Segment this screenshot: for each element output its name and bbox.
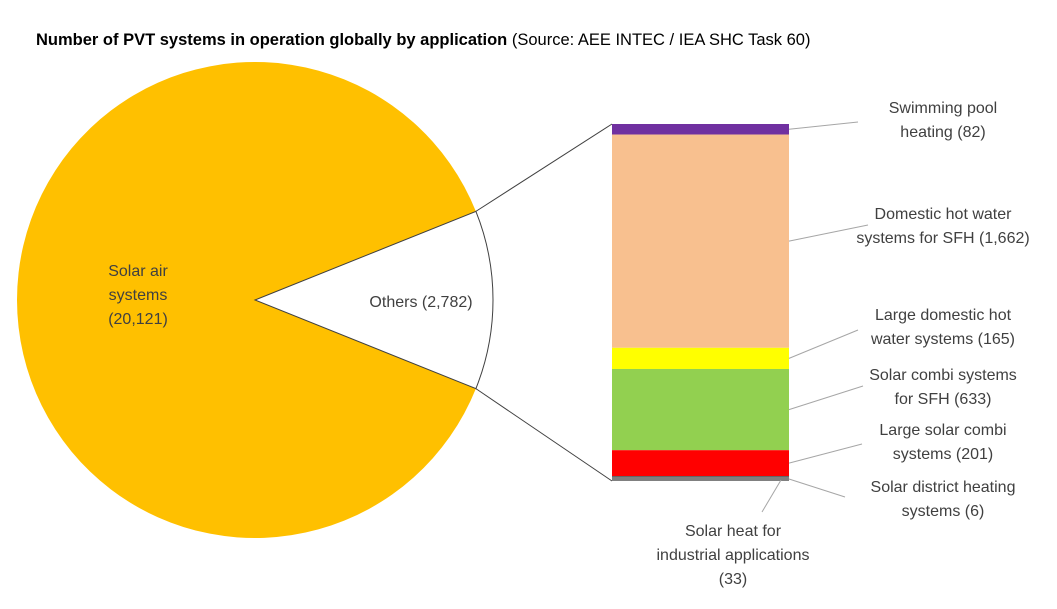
chart-title: Number of PVT systems in operation globa… <box>36 31 810 50</box>
bar-segment-domestic-hot-water-systems-for-sfh <box>612 134 789 348</box>
pie-slice-solar-air-systems <box>17 62 476 538</box>
leader-line-solar-district-heating-systems <box>788 478 846 498</box>
bar-segment-solar-heat-for-industrial-applications <box>612 476 789 481</box>
pie-label-solar-air-systems: Solar air systems (20,121) <box>108 263 168 328</box>
bar-segment-large-solar-combi-systems <box>612 450 789 476</box>
leader-line-swimming-pool-heating <box>788 121 859 130</box>
bar-segment-swimming-pool-heating <box>612 124 789 135</box>
pie-slice-others <box>253 210 494 390</box>
leader-line-domestic-hot-water-systems-for-sfh <box>788 224 869 242</box>
chart-title-source: (Source: AEE INTEC / IEA SHC Task 60) <box>511 31 811 49</box>
leader-line-large-domestic-hot-water-systems <box>788 329 859 359</box>
bar-label-solar-combi-systems-for-sfh: Solar combi systems for SFH (633) <box>869 367 1017 408</box>
bar-label-solar-district-heating-systems: Solar district heating systems (6) <box>871 479 1016 520</box>
leader-line-solar-heat-for-industrial-applications <box>761 479 782 513</box>
bar-label-swimming-pool-heating: Swimming pool heating (82) <box>889 100 997 141</box>
pie-label-others: Others (2,782) <box>369 294 472 311</box>
bar-label-large-domestic-hot-water-systems: Large domestic hot water systems (165) <box>870 307 1015 348</box>
connector-line-top <box>475 123 613 212</box>
bar-label-large-solar-combi-systems: Large solar combi systems (201) <box>879 422 1006 463</box>
leader-line-solar-combi-systems-for-sfh <box>788 385 864 411</box>
bar-segment-solar-district-heating-systems <box>612 475 789 477</box>
leader-line-large-solar-combi-systems <box>788 443 863 464</box>
connector-line-bottom <box>475 388 613 482</box>
bar-label-solar-heat-for-industrial-applications: Solar heat for industrial applications (33… <box>657 523 810 588</box>
bar-segment-large-domestic-hot-water-systems <box>612 347 789 369</box>
chart-title-main: Number of PVT systems in operation globa… <box>36 31 508 49</box>
bar-segment-solar-combi-systems-for-sfh <box>612 368 789 451</box>
bar-label-domestic-hot-water-systems-for-sfh: Domestic hot water systems for SFH (1,662… <box>856 206 1029 247</box>
